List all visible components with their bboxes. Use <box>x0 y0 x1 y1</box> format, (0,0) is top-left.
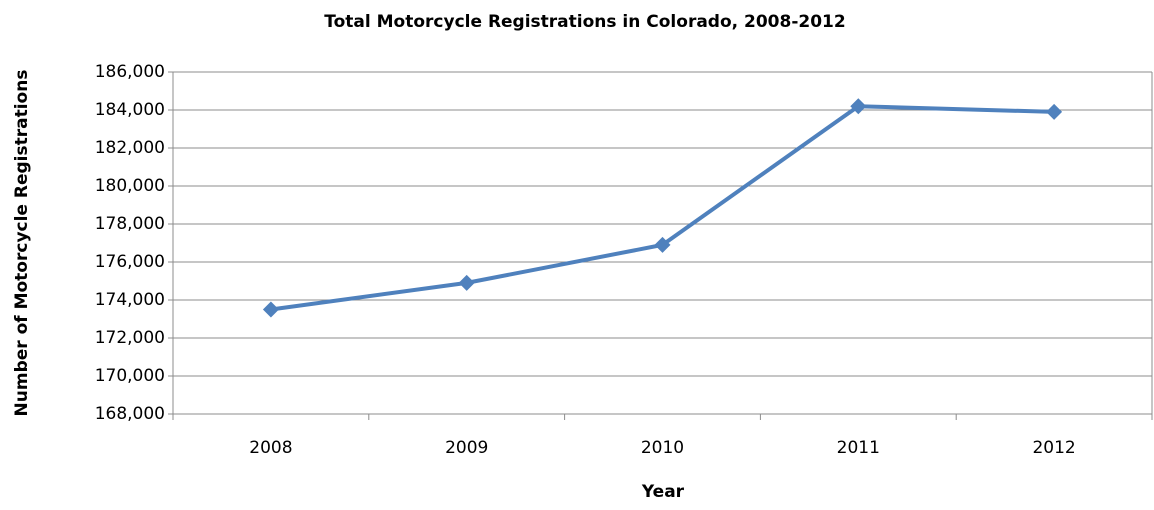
y-tick-label: 178,000 <box>95 214 165 234</box>
data-point <box>654 236 671 253</box>
x-tick-label: 2009 <box>445 438 488 458</box>
x-tick-label: 2011 <box>837 438 880 458</box>
data-point <box>262 301 279 318</box>
chart-title: Total Motorcycle Registrations in Colora… <box>324 12 845 32</box>
y-tick-label: 176,000 <box>95 252 165 272</box>
y-tick-label: 172,000 <box>95 328 165 348</box>
data-point <box>458 274 475 291</box>
x-tick-label: 2008 <box>249 438 292 458</box>
y-tick-label: 170,000 <box>95 366 165 386</box>
y-tick-label: 174,000 <box>95 290 165 310</box>
x-tick-label: 2012 <box>1032 438 1075 458</box>
y-tick-label: 186,000 <box>95 62 165 82</box>
y-tick-label: 168,000 <box>95 404 165 424</box>
y-tick-label: 180,000 <box>95 176 165 196</box>
y-tick-label: 182,000 <box>95 138 165 158</box>
x-axis-label: Year <box>641 482 685 502</box>
line-series <box>270 104 1055 312</box>
y-tick-label: 184,000 <box>95 100 165 120</box>
data-point <box>850 98 867 115</box>
x-tick-label: 2010 <box>641 438 684 458</box>
y-axis-label: Number of Motorcycle Registrations <box>12 70 32 417</box>
data-point <box>1046 103 1063 120</box>
